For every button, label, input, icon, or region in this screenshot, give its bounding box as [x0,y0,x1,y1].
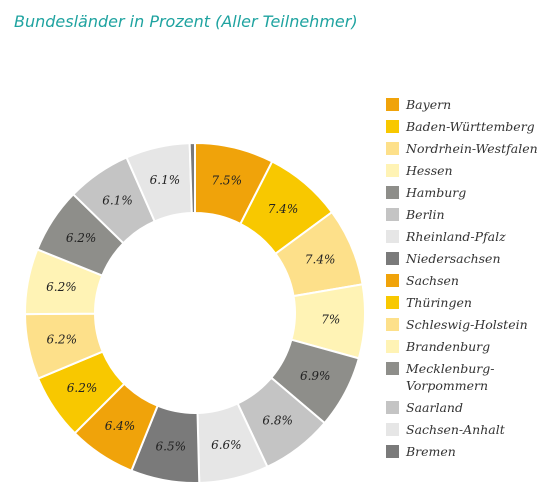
data-label-14: 6.1% [150,173,181,187]
legend-label: Rheinland-Pfalz [406,229,506,244]
data-label-9: 6.2% [67,381,98,395]
legend-label: Mecklenburg- Vorpommern [406,361,495,393]
data-label-0: 7.5% [211,173,242,187]
legend-label: Berlin [406,207,445,222]
legend-item-7: Niedersachsen [386,250,551,267]
legend-label: Bremen [406,444,456,459]
legend-swatch [386,445,399,458]
legend-swatch [386,164,399,177]
legend-item-6: Rheinland-Pfalz [386,228,551,245]
data-label-10: 6.2% [46,333,77,347]
data-label-4: 6.9% [300,369,331,383]
legend-label: Saarland [406,400,463,415]
legend-swatch [386,186,399,199]
donut-data-labels: 7.5% 7.4% 7.4% 7% 6.9% 6.8% 6.6% 6.5% 6.4% 6.2% 6.… [46,173,340,453]
legend-label: Brandenburg [406,339,491,354]
data-label-8: 6.4% [105,419,136,433]
data-label-3: 7% [321,312,340,326]
legend-item-0: Bayern [386,96,551,113]
legend-label: Hessen [406,163,453,178]
legend-label: Bayern [406,97,452,112]
data-label-13: 6.1% [102,194,133,208]
data-label-1: 7.4% [268,202,299,216]
legend-swatch [386,230,399,243]
legend-swatch [386,401,399,414]
legend-item-4: Hamburg [386,184,551,201]
chart-title: Bundesländer in Prozent (Aller Teilnehme… [14,12,358,31]
data-label-12: 6.2% [66,231,97,245]
legend-label: Niedersachsen [406,251,501,266]
legend-swatch [386,340,399,353]
legend-item-5: Berlin [386,206,551,223]
legend-label: Sachsen [406,273,459,288]
legend-item-13: Saarland [386,399,551,416]
legend-swatch [386,142,399,155]
legend-label: Baden-Württemberg [406,119,535,134]
legend-item-1: Baden-Württemberg [386,118,551,135]
data-label-2: 7.4% [305,252,336,266]
chart-legend: Bayern Baden-Württemberg Nordrhein-Westfal… [386,96,551,465]
legend-swatch [386,423,399,436]
legend-swatch [386,296,399,309]
legend-swatch [386,98,399,111]
legend-label: Sachsen-Anhalt [406,422,505,437]
legend-item-9: Thüringen [386,294,551,311]
data-label-7: 6.5% [156,439,187,453]
legend-label: Nordrhein-Westfalen [406,141,538,156]
legend-swatch [386,208,399,221]
legend-item-12: Mecklenburg- Vorpommern [386,360,551,394]
legend-swatch [386,274,399,287]
legend-label: Thüringen [406,295,472,310]
data-label-5: 6.8% [262,413,293,427]
legend-item-3: Hessen [386,162,551,179]
legend-swatch [386,252,399,265]
legend-item-10: Schleswig-Holstein [386,316,551,333]
legend-swatch [386,362,399,375]
donut-slice-15 [188,141,196,215]
legend-label: Hamburg [406,185,467,200]
legend-label: Schleswig-Holstein [406,317,528,332]
data-label-6: 6.6% [211,438,242,452]
legend-item-14: Sachsen-Anhalt [386,421,551,438]
legend-swatch [386,120,399,133]
legend-item-15: Bremen [386,443,551,460]
donut-slices [23,141,366,484]
legend-item-8: Sachsen [386,272,551,289]
legend-swatch [386,318,399,331]
legend-item-2: Nordrhein-Westfalen [386,140,551,157]
legend-item-11: Brandenburg [386,338,551,355]
data-label-11: 6.2% [46,280,77,294]
